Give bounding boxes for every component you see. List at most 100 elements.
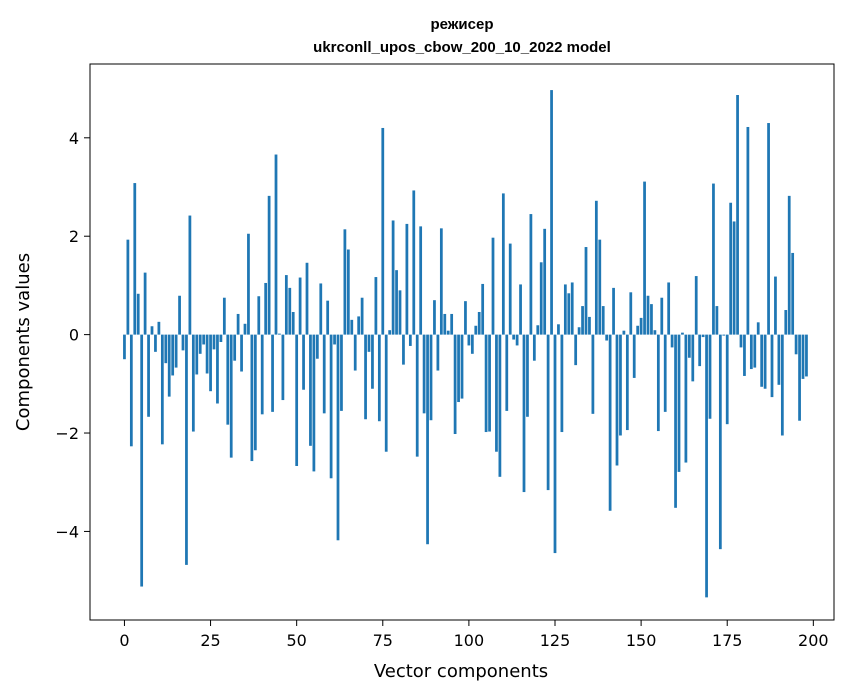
bar [236,313,240,335]
bar [515,334,519,346]
bar [309,334,312,446]
bar [670,334,674,348]
bar [636,325,640,335]
bar [433,300,436,335]
bar [267,195,271,335]
bar [491,237,495,335]
bar [188,215,192,335]
bar [343,229,347,335]
bar [167,334,171,397]
bar [426,334,429,545]
y-tick-label: −2 [55,424,79,443]
bar [195,334,199,375]
bar [798,334,801,421]
bar [291,311,295,335]
bar [522,334,526,493]
bar [305,262,309,335]
bar [284,275,288,335]
bar [367,334,371,352]
bar [756,322,760,335]
bar [288,287,292,335]
bar [784,310,788,335]
bar [760,334,764,387]
bar [253,334,257,451]
bar [701,334,705,338]
x-tick-label: 200 [798,631,829,650]
bar [687,334,691,358]
bar [295,334,299,466]
bar [732,221,736,335]
bar [794,334,798,355]
bar [381,127,385,335]
bar [422,334,426,414]
bar [639,317,643,335]
bar [171,334,175,376]
bar [512,334,516,340]
bar [353,334,357,371]
y-tick-label: 4 [69,129,79,148]
bar [226,334,230,425]
bar [550,90,553,335]
x-tick-label: 175 [712,631,743,650]
bar [136,293,140,335]
bar [222,297,226,335]
bar [436,334,440,371]
bar [243,323,247,335]
bar [216,334,219,404]
bar [615,334,619,466]
bar [205,334,209,374]
bar [501,193,505,335]
bar [708,334,712,419]
bar [202,334,206,345]
bar [660,297,664,335]
bar [519,284,522,335]
bar [143,272,147,335]
bar [774,276,777,335]
bar [543,228,547,335]
bar [743,334,746,376]
bar [749,334,753,370]
bar [667,282,671,335]
bar [718,334,722,550]
bar [591,334,595,414]
bar [705,334,708,598]
bar [770,334,774,398]
bar [746,126,750,335]
bar [229,334,233,458]
bar [129,334,133,447]
bar [481,283,485,335]
bar [154,334,157,352]
bar [443,313,447,335]
bar [467,334,471,346]
bar [563,284,567,335]
bar [123,334,126,360]
bar [364,334,367,420]
bar [191,334,195,432]
bar [140,334,144,587]
x-axis-label: Vector components [374,661,548,682]
bar [739,334,743,348]
bar [133,183,137,335]
bar [498,334,502,477]
bar [763,334,767,389]
bar [274,154,278,335]
bar [264,282,268,335]
bar [384,334,388,452]
bar [439,228,443,335]
bar [646,295,650,335]
bar [729,202,733,335]
bar [532,334,536,361]
bar [298,277,302,335]
bar [715,306,719,335]
bar [460,334,464,399]
x-axis-ticks: 0 25 50 75 100 125 150 175 200 [119,620,829,650]
bar [505,334,509,411]
bar [567,293,571,335]
bar [126,239,130,335]
bar [391,220,395,335]
bar [212,334,216,350]
bar [650,304,653,335]
bar [209,334,212,392]
bar [581,306,584,335]
bar [247,233,250,335]
